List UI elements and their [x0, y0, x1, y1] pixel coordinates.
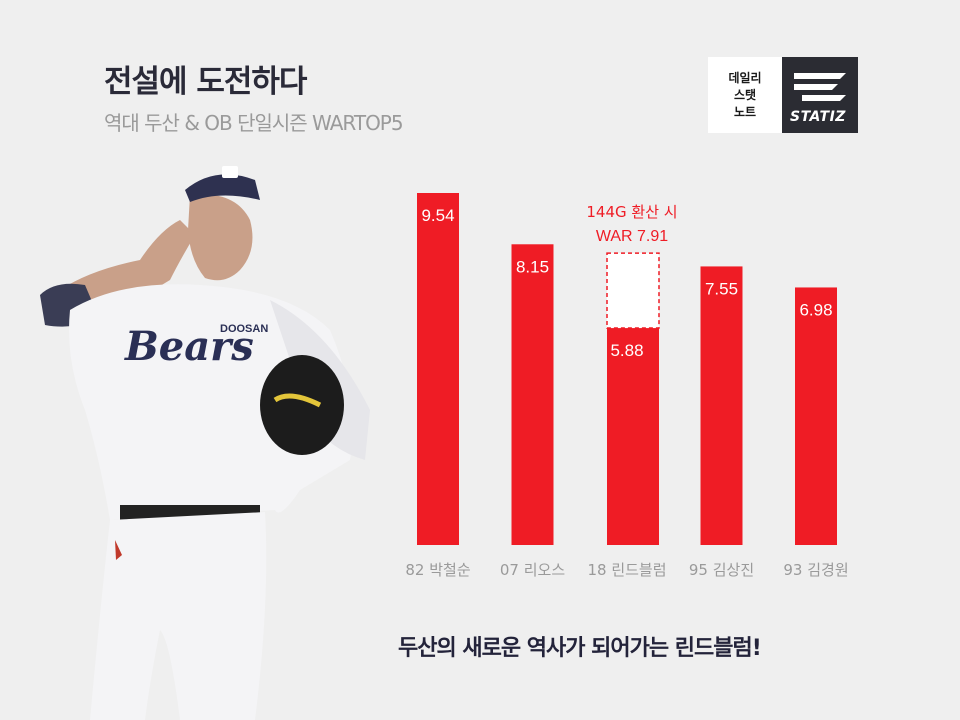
bar-value-label-0: 9.54: [421, 206, 454, 225]
bar-2: [607, 328, 659, 545]
page-title: 전설에 도전하다: [104, 64, 307, 100]
category-label-4: 93 김경원: [783, 561, 848, 579]
statiz-stripes-icon: [794, 73, 846, 101]
daily-stat-note-badge: 데일리 스탯 노트: [708, 57, 782, 133]
statiz-brand-text: STATIZ: [790, 109, 846, 125]
jersey-team-text: Bears: [124, 323, 254, 370]
statiz-logo: 데일리 스탯 노트 STATIZ: [708, 57, 858, 133]
projection-dashed-box: [606, 252, 660, 329]
projection-label-line-1: 144G 환산 시: [586, 203, 677, 221]
jersey-team-sub: DOOSAN: [220, 323, 268, 335]
pitcher-photo: Bears DOOSAN: [40, 166, 370, 720]
bar-value-label-2: 5.88: [610, 341, 643, 360]
category-label-1: 07 리오스: [500, 561, 565, 579]
bar-0: [417, 193, 459, 545]
tagline: 두산의 새로운 역사가 되어가는 린드블럼!: [398, 636, 762, 661]
bar-3: [700, 266, 743, 545]
bar-value-label-3: 7.55: [705, 279, 738, 298]
category-label-3: 95 김상진: [689, 561, 754, 579]
bar-value-label-1: 8.15: [516, 257, 549, 276]
category-label-0: 82 박철순: [405, 561, 470, 579]
bar-1: [511, 244, 554, 545]
logo-line-1: 데일리: [728, 70, 762, 85]
category-label-2: 18 린드블럼: [587, 561, 666, 579]
projection-label-line-2: WAR 7.91: [596, 228, 668, 245]
logo-line-2: 스탯: [733, 87, 757, 102]
bar-value-label-4: 6.98: [799, 300, 832, 319]
bar-4: [795, 287, 837, 545]
logo-line-3: 노트: [733, 104, 757, 119]
statiz-logo-icon: STATIZ: [782, 57, 858, 133]
page-subtitle: 역대 두산 & OB 단일시즌 WARTOP5: [104, 111, 404, 135]
